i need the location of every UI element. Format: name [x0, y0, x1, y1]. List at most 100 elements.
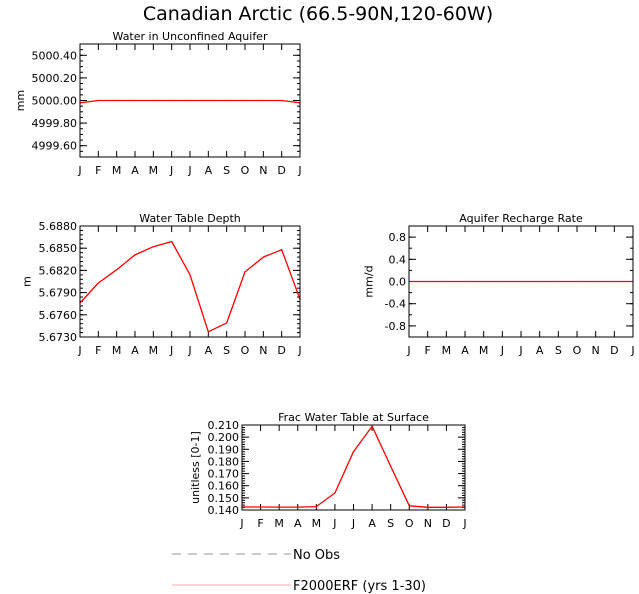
x-tick-label: A [131, 164, 139, 177]
data-point [371, 425, 373, 427]
x-tick-label: J [406, 344, 410, 357]
x-tick-label: M [149, 344, 159, 357]
series-line-wtd [79, 240, 301, 333]
x-tick-label: S [555, 344, 562, 357]
data-point [97, 99, 99, 102]
y-tick-label: 0.180 [208, 455, 240, 468]
data-point [539, 280, 541, 283]
data-point [278, 506, 280, 508]
data-point [427, 506, 429, 508]
legend-obs-label: No Obs [293, 548, 340, 563]
x-tick-label: M [312, 517, 322, 530]
data-point [281, 249, 283, 251]
data-point [483, 280, 485, 283]
data-point [281, 99, 283, 102]
x-tick-label: A [205, 344, 213, 357]
y-tick-label: 0.170 [208, 468, 240, 481]
panel-frac-water-table: Frac Water Table at Surface0.1400.1500.1… [189, 411, 467, 530]
data-point [152, 99, 154, 102]
data-point [171, 240, 173, 243]
x-tick-label: D [277, 164, 285, 177]
data-point [244, 99, 246, 102]
y-axis-label: unitless [0-1] [189, 431, 202, 504]
main-title: Canadian Arctic (66.5-90N,120-60W) [143, 3, 493, 25]
data-point [445, 280, 447, 283]
data-point [427, 280, 429, 283]
x-tick-label: O [241, 164, 250, 177]
y-tick-label: 5000.00 [32, 95, 78, 108]
data-point [334, 492, 336, 494]
x-tick-label: J [169, 164, 173, 177]
y-tick-label: 4999.80 [32, 117, 78, 130]
data-point [97, 282, 99, 284]
y-axis-label: m [20, 276, 33, 287]
x-tick-label: J [351, 517, 355, 530]
data-point [189, 274, 191, 276]
x-tick-label: M [479, 344, 489, 357]
y-axis-label: mm/d [363, 265, 376, 297]
x-tick-label: J [297, 344, 301, 357]
data-point [520, 280, 522, 283]
y-tick-label: 5.6820 [39, 264, 78, 277]
x-tick-label: D [277, 344, 285, 357]
y-tick-label: 0.200 [208, 431, 240, 444]
x-tick-label: A [205, 164, 213, 177]
x-tick-label: S [223, 344, 230, 357]
data-point [262, 99, 264, 102]
y-tick-label: 5.6880 [39, 220, 78, 233]
data-point [464, 280, 466, 283]
x-tick-label: J [500, 344, 504, 357]
x-tick-label: J [77, 164, 81, 177]
x-tick-label: S [387, 517, 394, 530]
data-point [259, 506, 262, 508]
data-point [226, 99, 228, 102]
x-tick-label: J [187, 344, 191, 357]
data-point [613, 280, 615, 283]
y-tick-label: 5.6760 [39, 309, 78, 322]
x-tick-label: J [518, 344, 522, 357]
data-point [445, 506, 448, 508]
x-tick-label: N [424, 517, 432, 530]
legend: No Obs F2000ERF (yrs 1-30) [172, 548, 426, 594]
plot-frame [79, 225, 301, 338]
x-tick-label: F [425, 344, 431, 357]
x-tick-label: D [442, 517, 450, 530]
data-point [152, 246, 154, 248]
data-point [207, 331, 209, 333]
data-point [576, 280, 578, 283]
x-tick-label: N [592, 344, 600, 357]
x-tick-label: S [223, 164, 230, 177]
panel-water-in-aquifer: Water in Unconfined Aquifer 4999.60 4999.8… [14, 30, 302, 177]
x-tick-label: O [241, 344, 250, 357]
legend-model-label: F2000ERF (yrs 1-30) [293, 579, 426, 594]
x-tick-label: N [259, 164, 267, 177]
data-point [390, 465, 392, 467]
x-tick-label: J [332, 517, 336, 530]
y-tick-label: 5.6730 [39, 331, 78, 344]
y-tick-label: 5.6850 [39, 242, 78, 255]
x-tick-label: M [112, 344, 122, 357]
x-tick-label: A [294, 517, 302, 530]
x-tick-label: M [112, 164, 122, 177]
y-tick-label: -0.8 [385, 320, 406, 333]
data-point [134, 254, 136, 256]
x-tick-label: F [257, 517, 263, 530]
data-point [226, 322, 228, 324]
data-point [557, 280, 559, 283]
data-point [207, 99, 209, 102]
y-tick-label: 4999.60 [32, 140, 78, 153]
x-tick-label: A [131, 344, 139, 357]
x-tick-label: D [610, 344, 618, 357]
y-tick-label: 0.4 [389, 253, 407, 266]
data-point [352, 451, 355, 453]
data-point [408, 505, 410, 507]
panel-water-table-depth: Water Table Depth 5.6730 5.6760 5.6790 5.682… [20, 212, 301, 357]
plot-frame [79, 43, 301, 158]
x-tick-label: J [77, 344, 81, 357]
data-point [262, 256, 264, 258]
x-tick-label: M [274, 517, 284, 530]
panel-title: Aquifer Recharge Rate [459, 212, 583, 225]
panel-title: Frac Water Table at Surface [278, 411, 429, 424]
y-tick-label: 5000.40 [32, 49, 78, 62]
